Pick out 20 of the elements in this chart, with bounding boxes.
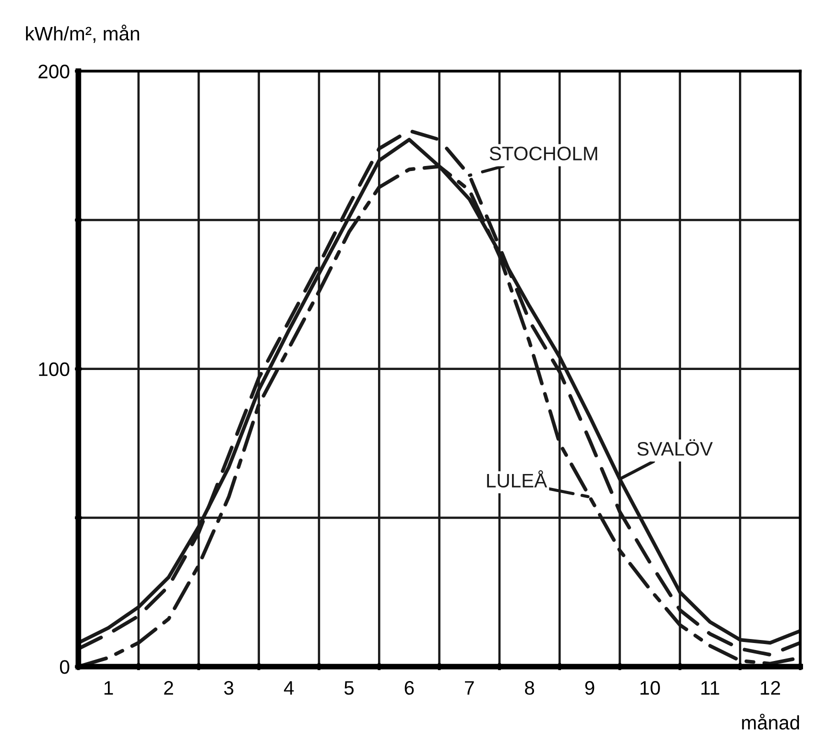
- x-tick-label: 10: [640, 681, 660, 695]
- x-tick-label: 3: [224, 681, 234, 695]
- x-axis-title: månad: [742, 714, 799, 730]
- x-tick-label: 8: [524, 681, 534, 695]
- x-tick-label: 4: [284, 681, 294, 695]
- series-label: STOCHOLM: [490, 146, 598, 160]
- x-tick-label: 5: [344, 681, 354, 695]
- x-tick-label: 6: [404, 681, 414, 695]
- series-label: SVALÖV: [637, 439, 713, 456]
- x-tick-label: 2: [164, 681, 174, 695]
- x-tick-label: 1: [104, 681, 113, 695]
- x-tick-label: 7: [464, 681, 474, 695]
- y-axis-title: kWh/m², mån: [26, 24, 140, 43]
- x-tick-label: 12: [760, 681, 780, 695]
- y-tick-label: 100: [39, 362, 70, 376]
- x-tick-label: 9: [585, 681, 594, 695]
- y-tick-label: 200: [38, 64, 70, 78]
- series-label: LULEÅ: [487, 470, 548, 488]
- y-tick-label: 0: [60, 660, 70, 674]
- x-tick-label: 11: [701, 681, 720, 695]
